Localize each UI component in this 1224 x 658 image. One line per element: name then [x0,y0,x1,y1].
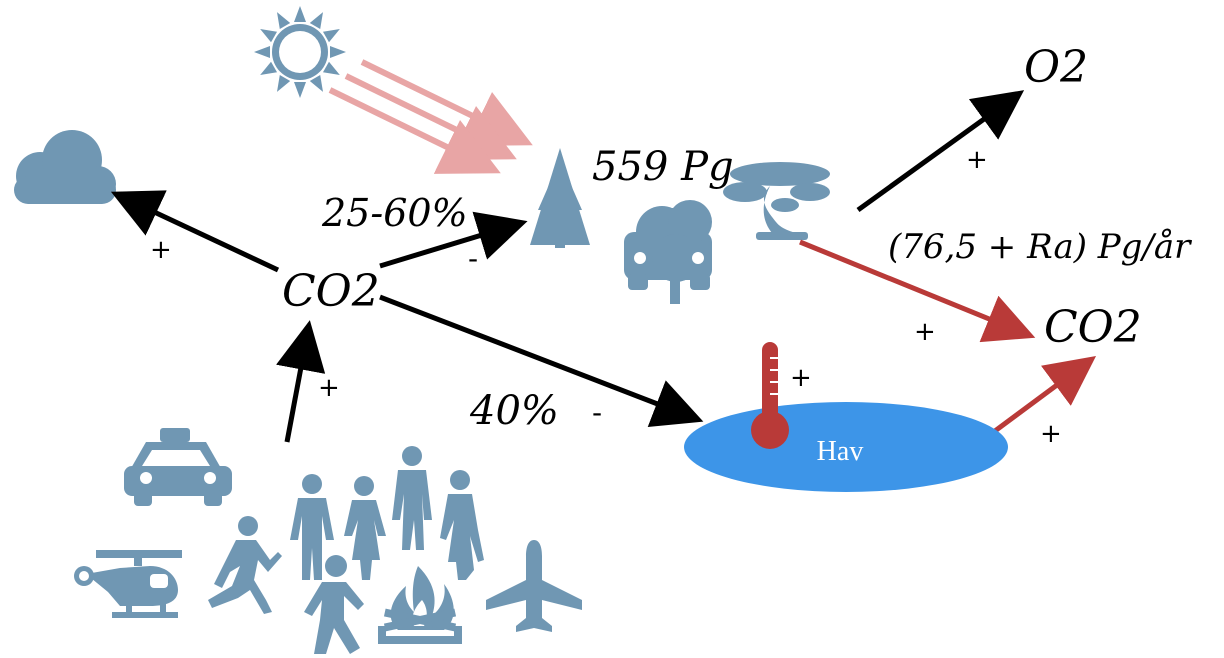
taxi-icon [124,428,232,506]
people-group-icon [290,446,484,580]
sign-forest-to-o2: + [966,145,988,175]
arrow-co2-to-ocean [379,294,704,427]
arrow-co2-to-forest [379,211,528,269]
runner-icon [208,516,282,614]
forest-flux-label: (76,5 + Ra) Pg/år [888,227,1192,267]
sign-to-ocean: - [592,396,602,429]
co2-right-label: CO2 [1044,302,1142,353]
campfire-icon [378,566,462,644]
cloud-icon [14,130,116,204]
sun-icon [254,6,346,98]
ocean-label: Hav [817,436,864,467]
black-arrows [110,90,1025,443]
arrow-forest-to-co2 [799,239,1036,343]
o2-label: O2 [1024,42,1088,93]
sign-to-cloud: + [150,235,172,265]
co2-center-label: CO2 [282,266,380,317]
car-tree-icon [624,200,712,304]
share-forest-label: 25-60% [321,191,468,235]
arrow-forest-to-o2 [856,90,1025,213]
arrow-co2-to-cloud [110,190,280,273]
pine-tree-icon [530,148,590,248]
forest-stock-label: 559 Pg [592,144,734,190]
sunlight-arrows [328,59,533,174]
arrow-emissions-to-co2 [276,320,326,443]
sign-emissions: + [318,373,340,403]
walker-icon [304,555,364,654]
share-ocean-label: 40% [469,388,559,434]
sign-ocean-to-co2: + [1040,419,1062,449]
sign-thermometer: + [790,363,812,393]
thermometer-icon [751,342,789,449]
helicopter-icon [74,550,182,618]
sign-forest-to-co2: + [914,317,936,347]
airplane-icon [486,540,582,632]
sign-to-forest: - [468,242,478,275]
bonsai-tree-icon [723,162,830,240]
